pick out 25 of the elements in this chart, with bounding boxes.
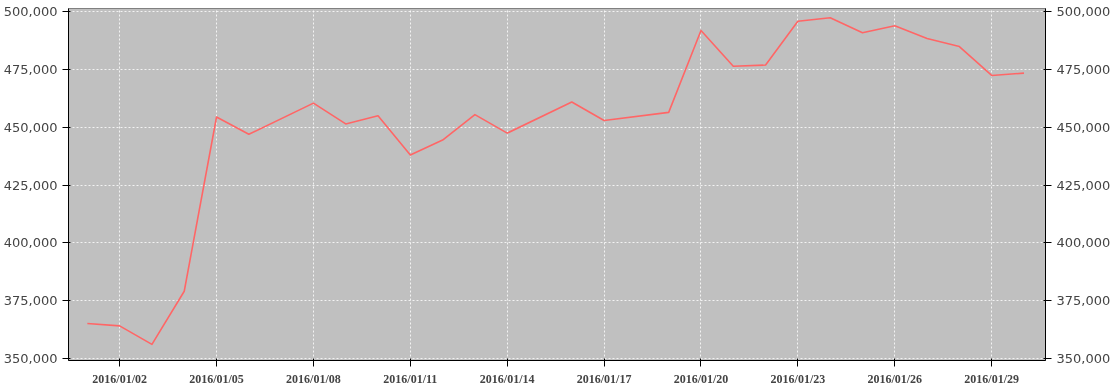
x-tick-label: 2016/01/26 [867,371,923,386]
y2-tick-label: 350,000 [1056,350,1111,366]
y2-tick-label: 500,000 [1056,4,1111,20]
x-tick-label: 2016/01/29 [964,371,1020,386]
y-tick-label: 350,000 [3,350,58,366]
x-tick-label: 2016/01/02 [92,371,147,386]
x-tick-label: 2016/01/11 [383,371,438,386]
line-series [86,16,1025,346]
x-tick-label: 2016/01/23 [770,371,826,386]
x-tick-label: 2016/01/20 [673,371,729,386]
y2-tick-label: 400,000 [1056,235,1111,251]
y-tick-label: 400,000 [3,235,58,251]
y-tick-label: 475,000 [3,62,58,78]
x-tick-label: 2016/01/14 [479,371,535,386]
y2-tick-label: 475,000 [1056,62,1111,78]
y-tick-label: 500,000 [3,4,58,20]
y-tick-label: 425,000 [3,177,58,193]
x-tick-label: 2016/01/08 [286,371,341,386]
y-tick-label: 375,000 [3,292,58,308]
x-tick-label: 2016/01/05 [189,371,244,386]
y-tick-label: 450,000 [3,119,58,135]
x-tick-label: 2016/01/17 [576,371,632,386]
y2-tick-label: 375,000 [1056,292,1111,308]
y2-tick-label: 425,000 [1056,177,1111,193]
y2-tick-label: 450,000 [1056,119,1111,135]
